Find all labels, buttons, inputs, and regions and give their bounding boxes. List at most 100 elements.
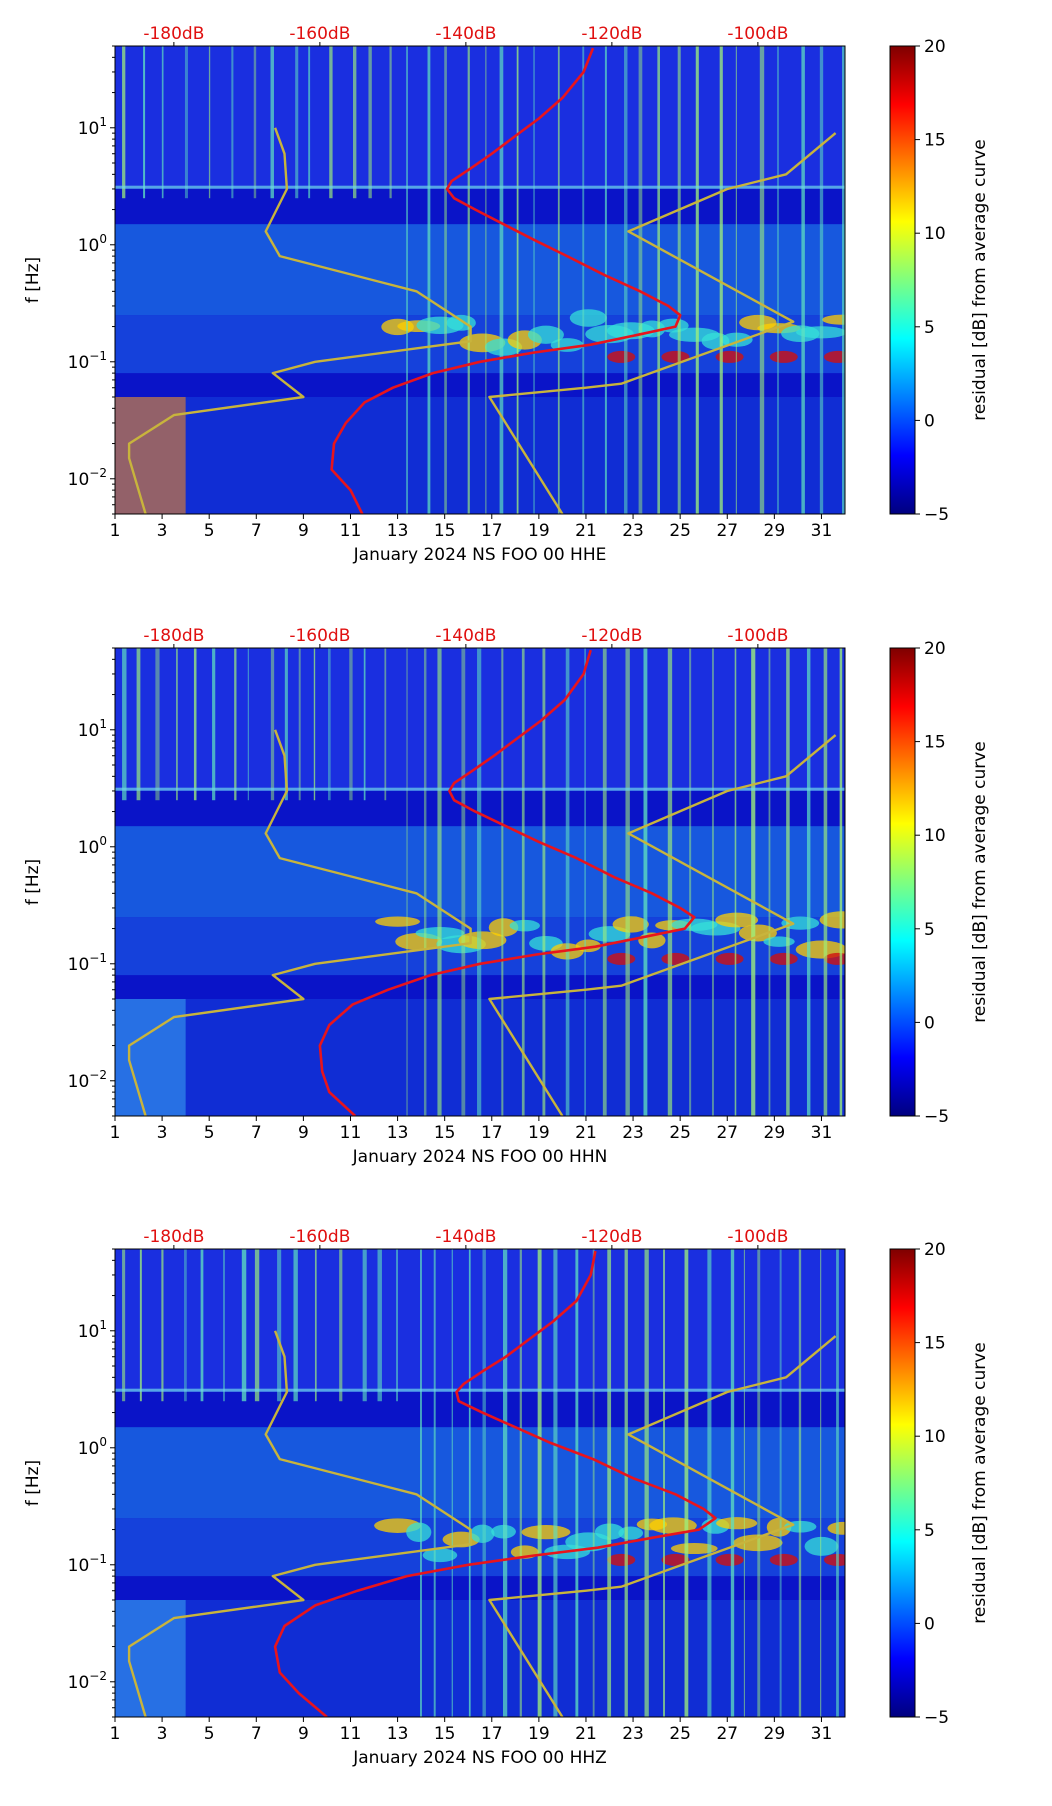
x-tick-label: 9 xyxy=(298,1724,309,1744)
microseism-blob xyxy=(470,1524,495,1543)
transient-streak xyxy=(839,648,843,1116)
microseism-blob xyxy=(804,1536,839,1556)
y-tick-exponent: −2 xyxy=(89,466,107,480)
average-psd-curve xyxy=(273,1250,717,1717)
microseism-peak xyxy=(607,350,636,363)
transient-streak xyxy=(768,648,771,1116)
colorbar-tick-label: 5 xyxy=(924,318,935,338)
microseism-peak xyxy=(661,350,690,363)
transient-streak xyxy=(779,1249,782,1717)
y-tick-exponent: 0 xyxy=(99,1435,107,1449)
transient-streak xyxy=(212,648,216,801)
transient-streak xyxy=(423,648,427,1116)
x-tick-label: 19 xyxy=(528,1123,550,1143)
transient-streak xyxy=(798,1249,802,1717)
transient-streak xyxy=(161,46,164,199)
transient-streak xyxy=(663,1249,665,1717)
transient-streak xyxy=(396,1249,398,1402)
band-microseism xyxy=(115,224,845,316)
transient-streak xyxy=(667,648,673,1116)
microseism-peak xyxy=(769,952,798,965)
transient-streak xyxy=(444,46,447,514)
x-tick-label: 11 xyxy=(340,1724,362,1744)
transient-streak xyxy=(537,1249,542,1717)
transient-streak xyxy=(377,1249,382,1402)
transient-streak xyxy=(575,1249,579,1717)
microseism-blob xyxy=(488,918,519,937)
colorbar-tick-label: 15 xyxy=(924,1334,946,1354)
transient-streak xyxy=(806,648,811,1116)
transient-streak xyxy=(184,46,188,199)
transient-streak xyxy=(521,648,525,1116)
x-tick-label: 31 xyxy=(811,521,833,541)
microseism-blob xyxy=(827,1521,845,1535)
y-tick-label: 100 xyxy=(78,232,107,256)
top-db-label: -120dB xyxy=(581,1227,642,1247)
transient-streak xyxy=(193,648,197,801)
x-tick-label: 5 xyxy=(204,521,215,541)
x-axis-label: January 2024 NS FOO 00 HHN xyxy=(352,1147,608,1167)
transient-streak xyxy=(433,1249,436,1717)
x-tick-label: 13 xyxy=(387,521,409,541)
microseism-peak xyxy=(715,952,744,965)
x-tick-label: 15 xyxy=(434,1123,456,1143)
transient-streak xyxy=(602,648,607,1116)
y-tick-exponent: −1 xyxy=(89,349,107,363)
y-axis-label: f [Hz] xyxy=(23,257,43,303)
band-long-period xyxy=(115,1600,845,1717)
transient-streak xyxy=(786,648,790,1116)
transient-streak xyxy=(819,46,824,514)
transient-streak xyxy=(122,648,127,801)
x-tick-label: 3 xyxy=(157,521,168,541)
colorbar-tick-label: 10 xyxy=(924,826,946,846)
colorbar xyxy=(889,1248,916,1718)
transient-streak xyxy=(284,648,288,801)
transient-streak xyxy=(329,46,333,199)
low-noise-model-curve xyxy=(127,729,472,1116)
transient-streak xyxy=(184,1249,187,1402)
transient-streak xyxy=(339,1249,343,1402)
transient-streak xyxy=(643,648,648,1116)
transient-streak xyxy=(582,46,585,514)
x-tick-label: 1 xyxy=(110,521,121,541)
average-psd-curve xyxy=(330,47,682,514)
colorbar-label: residual [dB] from average curve xyxy=(970,1342,990,1623)
x-tick-label: 1 xyxy=(110,1123,121,1143)
colorbar-tick-label: 0 xyxy=(924,1013,935,1033)
microseism-peak xyxy=(661,1553,690,1566)
top-db-label: -140dB xyxy=(435,24,496,44)
x-tick-label: 27 xyxy=(716,521,738,541)
x-tick-label: 27 xyxy=(716,1724,738,1744)
transient-streak xyxy=(624,46,628,514)
transient-streak xyxy=(270,648,275,801)
x-tick-label: 25 xyxy=(669,521,691,541)
microseism-blob xyxy=(715,912,759,928)
y-tick-exponent: 0 xyxy=(99,834,107,848)
microseism-blob xyxy=(618,1526,644,1540)
transient-streak xyxy=(565,648,570,1116)
microseism-peak xyxy=(823,1553,845,1566)
top-db-label: -120dB xyxy=(581,626,642,646)
transient-streak xyxy=(759,46,765,514)
microseism-blob xyxy=(569,309,607,327)
transient-streak xyxy=(734,648,737,1116)
colorbar-tick-label: 0 xyxy=(924,1614,935,1634)
colorbar-tick-label: 10 xyxy=(924,224,946,244)
transient-streak xyxy=(684,1249,689,1717)
transient-streak xyxy=(349,648,353,801)
x-tick-label: 25 xyxy=(669,1724,691,1744)
y-tick-label: 101 xyxy=(78,717,107,741)
transient-streak xyxy=(677,46,681,514)
transient-streak xyxy=(231,46,234,199)
y-tick-base: 10 xyxy=(68,1072,90,1092)
plot-area xyxy=(115,648,845,1116)
colorbar-tick-label: 20 xyxy=(924,639,946,659)
y-tick-base: 10 xyxy=(78,236,100,256)
top-db-label: -100dB xyxy=(727,626,788,646)
transient-streak xyxy=(122,1249,126,1402)
resonance-line xyxy=(115,787,845,791)
microseism-peak xyxy=(769,350,798,363)
transient-streak xyxy=(711,648,714,1116)
